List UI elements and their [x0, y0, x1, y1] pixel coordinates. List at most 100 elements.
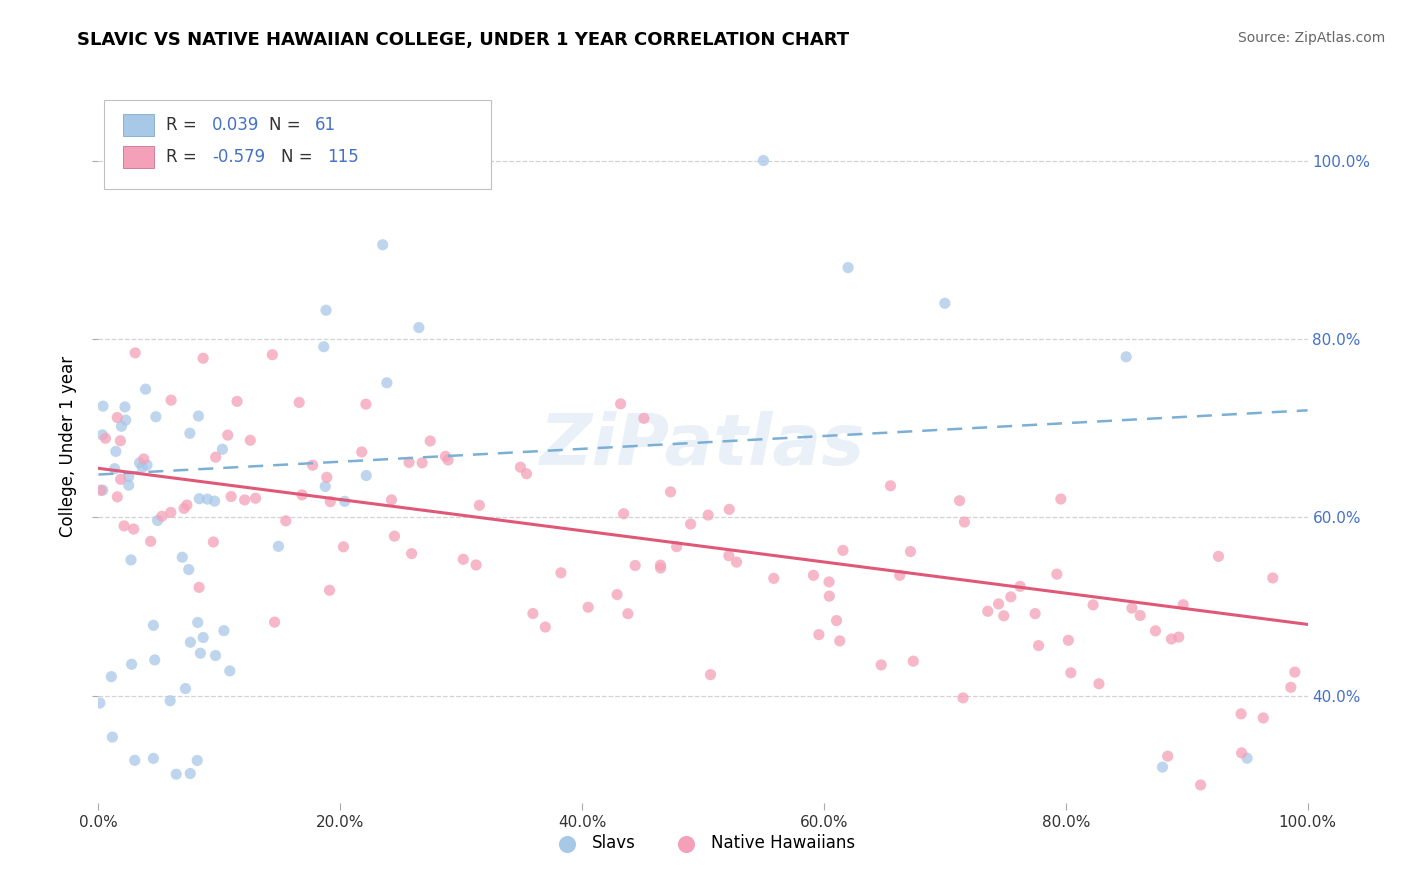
- Point: [803, 568, 825, 582]
- Text: N =: N =: [281, 148, 318, 166]
- Text: ZiPatlas: ZiPatlas: [540, 411, 866, 481]
- Text: 115: 115: [328, 148, 359, 166]
- Point: [188, 491, 211, 506]
- Point: [889, 568, 911, 582]
- Point: [903, 654, 925, 668]
- Point: [1046, 567, 1069, 582]
- Point: [1251, 711, 1274, 725]
- Point: [717, 549, 740, 563]
- Point: [104, 461, 127, 475]
- Point: [1167, 630, 1189, 644]
- Point: [609, 397, 631, 411]
- Point: [437, 453, 460, 467]
- FancyBboxPatch shape: [122, 114, 155, 136]
- Point: [650, 558, 672, 573]
- Point: [159, 505, 181, 519]
- Point: [408, 320, 430, 334]
- Point: [550, 566, 572, 580]
- Point: [233, 492, 256, 507]
- Point: [650, 561, 672, 575]
- Point: [118, 478, 141, 492]
- Point: [190, 646, 212, 660]
- Point: [987, 597, 1010, 611]
- Point: [100, 670, 122, 684]
- Point: [1000, 590, 1022, 604]
- Point: [315, 470, 337, 484]
- Point: [142, 618, 165, 632]
- Point: [832, 543, 855, 558]
- Point: [291, 488, 314, 502]
- Point: [807, 627, 830, 641]
- Point: [1028, 639, 1050, 653]
- Point: [332, 540, 354, 554]
- Point: [1060, 665, 1083, 680]
- Point: [142, 751, 165, 765]
- Point: [576, 600, 599, 615]
- Text: Source: ZipAtlas.com: Source: ZipAtlas.com: [1237, 31, 1385, 45]
- Point: [179, 426, 201, 441]
- Point: [624, 558, 647, 573]
- Point: [1057, 633, 1080, 648]
- Text: R =: R =: [166, 116, 202, 134]
- Point: [411, 456, 433, 470]
- Point: [1261, 571, 1284, 585]
- Point: [1230, 746, 1253, 760]
- Point: [226, 394, 249, 409]
- Point: [828, 634, 851, 648]
- Point: [825, 614, 848, 628]
- Point: [453, 552, 475, 566]
- Point: [818, 574, 841, 589]
- Point: [212, 624, 235, 638]
- Point: [274, 514, 297, 528]
- Point: [1160, 632, 1182, 646]
- Point: [953, 515, 976, 529]
- Point: [195, 492, 218, 507]
- Point: [204, 648, 226, 663]
- Point: [465, 558, 488, 572]
- Point: [1157, 749, 1180, 764]
- Point: [1284, 665, 1306, 679]
- Point: [401, 547, 423, 561]
- Text: R =: R =: [166, 148, 202, 166]
- Point: [186, 754, 208, 768]
- Point: [172, 550, 194, 565]
- Point: [312, 340, 335, 354]
- Point: [124, 346, 146, 360]
- Point: [350, 445, 373, 459]
- Point: [239, 434, 262, 448]
- Point: [165, 767, 187, 781]
- Point: [398, 455, 420, 469]
- Point: [515, 467, 537, 481]
- Point: [1152, 760, 1174, 774]
- Point: [94, 431, 117, 445]
- Point: [110, 472, 132, 486]
- Point: [697, 508, 720, 522]
- Point: [187, 409, 209, 423]
- Point: [89, 696, 111, 710]
- Point: [219, 490, 242, 504]
- Point: [354, 397, 377, 411]
- Point: [177, 563, 200, 577]
- Point: [110, 419, 132, 434]
- Point: [188, 580, 211, 594]
- Point: [948, 493, 970, 508]
- Point: [191, 351, 214, 366]
- Point: [384, 529, 406, 543]
- Point: [1010, 579, 1032, 593]
- Point: [217, 428, 239, 442]
- Point: [725, 555, 748, 569]
- Point: [211, 442, 233, 457]
- Point: [1088, 677, 1111, 691]
- Point: [318, 583, 340, 598]
- Point: [870, 657, 893, 672]
- Point: [319, 494, 342, 508]
- Point: [204, 494, 226, 508]
- Point: [1121, 601, 1143, 615]
- Point: [128, 456, 150, 470]
- Text: -0.579: -0.579: [212, 148, 266, 166]
- Point: [135, 382, 157, 396]
- Point: [837, 260, 859, 275]
- Point: [91, 399, 114, 413]
- Point: [105, 490, 128, 504]
- Point: [150, 509, 173, 524]
